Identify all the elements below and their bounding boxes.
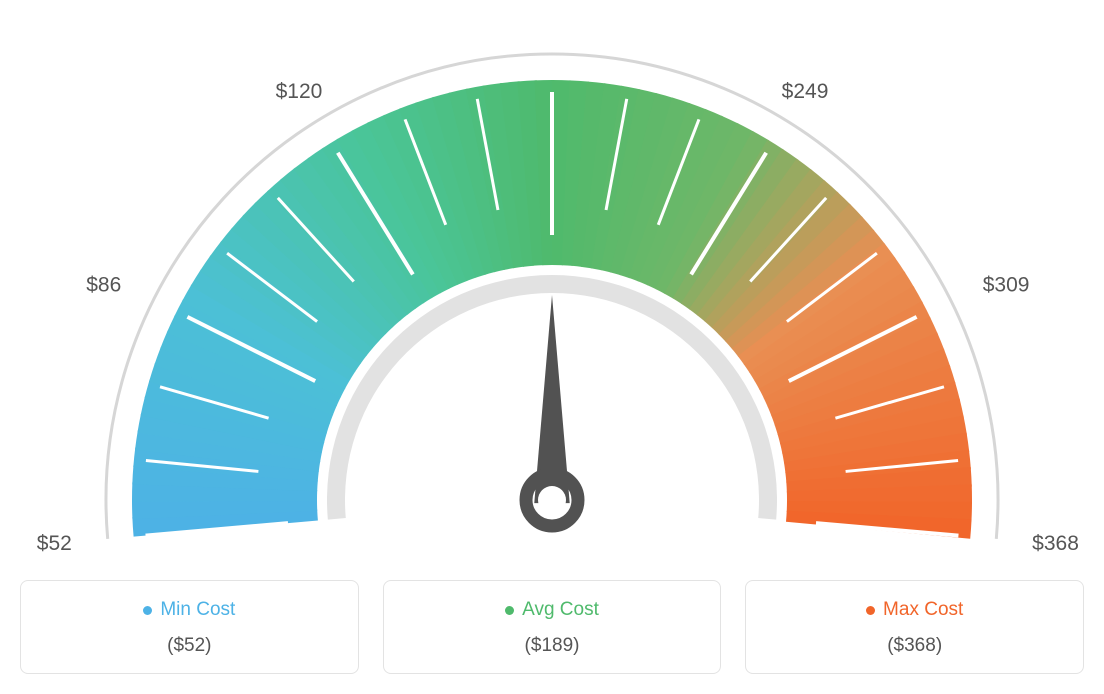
gauge-tick-label: $52 (37, 532, 72, 555)
legend-title-min: Min Cost (143, 599, 235, 621)
legend-label-min: Min Cost (160, 599, 235, 621)
legend-value-max: ($368) (756, 635, 1073, 657)
gauge-svg: $52$86$120$189$249$309$368 (20, 20, 1084, 560)
dot-avg-icon (505, 606, 514, 615)
cost-gauge-chart: $52$86$120$189$249$309$368 Min Cost ($52… (20, 20, 1084, 674)
legend-card-min: Min Cost ($52) (20, 580, 359, 674)
gauge-tick-label: $309 (983, 274, 1030, 297)
dot-min-icon (143, 606, 152, 615)
legend-value-min: ($52) (31, 635, 348, 657)
legend-label-max: Max Cost (883, 599, 963, 621)
legend-card-avg: Avg Cost ($189) (383, 580, 722, 674)
legend-value-avg: ($189) (394, 635, 711, 657)
legend-title-avg: Avg Cost (505, 599, 599, 621)
legend-row: Min Cost ($52) Avg Cost ($189) Max Cost … (20, 580, 1084, 674)
legend-label-avg: Avg Cost (522, 599, 599, 621)
gauge-tick-label: $249 (782, 80, 829, 103)
legend-card-max: Max Cost ($368) (745, 580, 1084, 674)
dot-max-icon (866, 606, 875, 615)
legend-title-max: Max Cost (866, 599, 963, 621)
gauge-tick-label: $120 (276, 80, 323, 103)
gauge-tick-label: $368 (1032, 532, 1079, 555)
gauge-svg-container: $52$86$120$189$249$309$368 (20, 20, 1084, 560)
gauge-tick-label: $86 (86, 274, 121, 297)
